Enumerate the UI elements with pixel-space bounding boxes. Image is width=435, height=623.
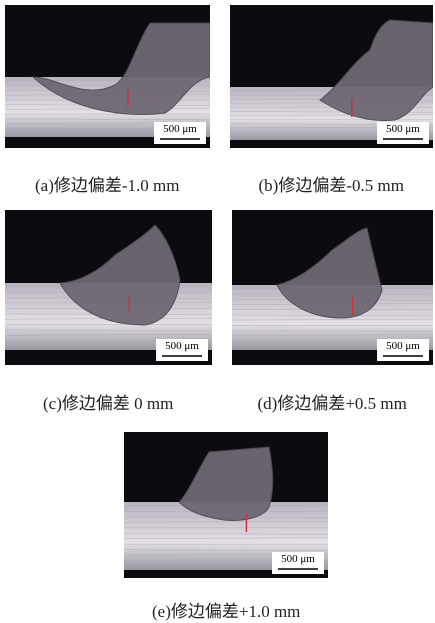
scale-bar-label: 500 μm	[163, 123, 197, 135]
micrograph: 500 μm	[124, 432, 328, 578]
caption: (a)修边偏差-1.0 mm	[35, 171, 179, 196]
micrograph: 500 μm	[5, 210, 212, 365]
scale-bar-label: 500 μm	[386, 123, 420, 135]
caption: (e)修边偏差+1.0 mm	[152, 597, 300, 622]
caption: (b)修边偏差-0.5 mm	[259, 171, 404, 196]
caption: (d)修边偏差+0.5 mm	[258, 389, 407, 414]
micrograph: 500 μm	[232, 210, 433, 365]
page: {"figure": {"panels": [ {"caption": "(a)…	[0, 0, 435, 623]
micrograph: 500 μm	[5, 5, 210, 148]
caption: (c)修边偏差 0 mm	[43, 389, 173, 414]
scale-bar-label: 500 μm	[386, 340, 420, 352]
micrograph: 500 μm	[230, 5, 433, 148]
scale-bar-label: 500 μm	[165, 340, 199, 352]
scale-bar-label: 500 μm	[281, 553, 315, 565]
